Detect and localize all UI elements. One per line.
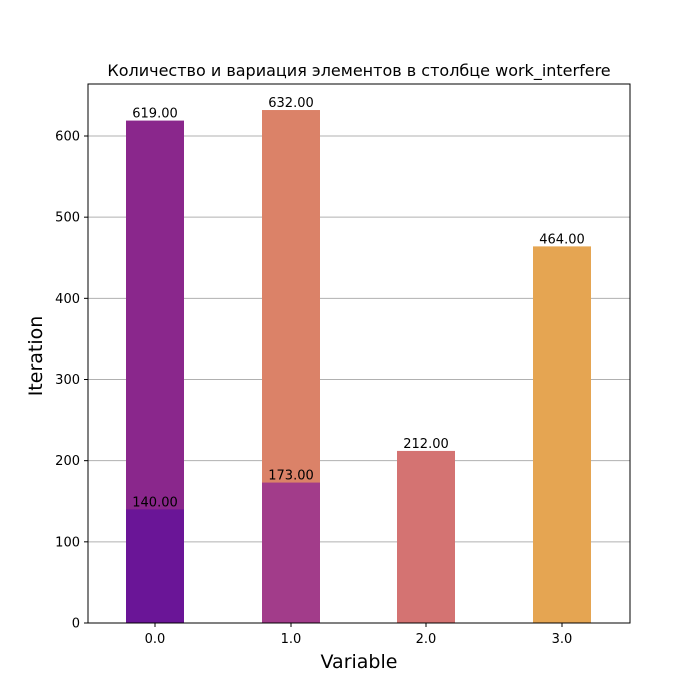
bar [533,246,591,624]
y-tick-label: 500 [55,211,80,226]
x-tick-label: 3.0 [552,632,573,647]
y-tick-label: 400 [55,292,80,307]
chart-title: Количество и вариация элементов в столбц… [107,61,610,81]
bar-value-label: 173.00 [268,469,314,484]
bar [397,450,455,623]
x-axis-ticks: 0.0 1.0 2.0 3.0 [145,623,573,647]
bar-value-label: 619.00 [132,107,178,122]
y-tick-label: 100 [55,535,80,550]
bar-value-label: 464.00 [539,232,585,247]
bar-value-label: 632.00 [268,96,314,111]
x-tick-label: 2.0 [416,632,437,647]
bar-value-label: 212.00 [403,437,449,452]
y-tick-label: 300 [55,373,80,388]
bars [126,110,591,624]
plot-frame [87,83,631,624]
y-tick-label: 600 [55,130,80,145]
bar [126,509,184,623]
y-tick-label: 200 [55,454,80,469]
y-axis-ticks: 0 100 200 300 400 500 600 [55,130,88,632]
bar-labels: 619.00 140.00 632.00 173.00 212.00 464.00 [132,96,585,510]
x-tick-label: 0.0 [145,632,166,647]
bar-value-label: 140.00 [132,495,178,510]
y-axis-title: Iteration [25,316,47,397]
x-axis-title: Variable [321,651,398,673]
x-tick-label: 1.0 [281,632,302,647]
y-tick-label: 0 [72,617,80,632]
bar [262,482,320,623]
